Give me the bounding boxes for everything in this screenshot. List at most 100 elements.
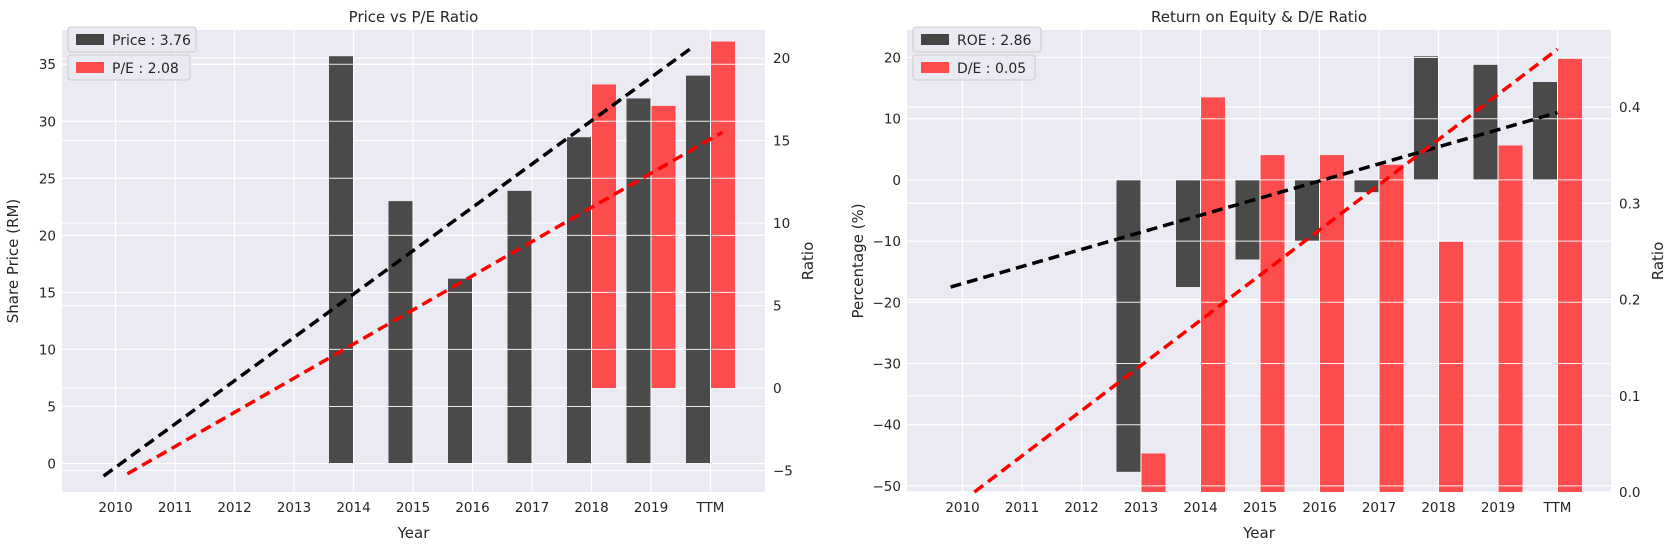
y-tick-label: −40 [873,418,902,434]
y2-tick-label: 0.2 [1619,293,1640,309]
x-tick-label: TTM [696,500,725,516]
y-tick-label: −30 [873,356,902,372]
y-tick-label: 25 [39,171,56,187]
x-tick-label: 2012 [1064,500,1098,516]
legend-swatch [76,34,104,45]
y-tick-label: 35 [39,57,56,73]
bar-2019-left [626,98,651,464]
y2-tick-label: 0.0 [1619,485,1640,501]
bar-2014-left [329,56,353,464]
y2-tick-label: −5 [773,464,793,480]
x-tick-label: 2015 [1243,500,1277,516]
x-tick-label: 2017 [1362,500,1396,516]
y-tick-label: 20 [884,51,901,67]
bar-2016-left [448,278,472,464]
legend-swatch [921,62,949,73]
bar-2017-left [507,190,532,464]
bar-2019-left [1473,64,1498,180]
bar-TTM-left [686,75,710,464]
legend-label: ROE : 2.86 [957,33,1031,49]
y-axis-label: Share Price (RM) [4,199,22,323]
bar-2016-left [1295,179,1319,242]
x-tick-label: 2015 [396,500,430,516]
x-tick-label: 2013 [1124,500,1158,516]
x-tick-label: 2016 [1302,500,1336,516]
legend-swatch [921,34,949,45]
bar-2018-left [1414,56,1438,180]
x-tick-label: 2016 [455,500,489,516]
chart-title: Price vs P/E Ratio [349,8,479,26]
bar-2014-left [1176,179,1200,288]
trendline-black [102,45,694,478]
bar-2016-right [1320,155,1344,492]
y-tick-label: −20 [873,295,902,311]
bar-2015-left [388,201,413,464]
y-tick-label: −50 [873,479,902,495]
x-tick-label: TTM [1543,500,1572,516]
y-tick-label: 30 [39,114,56,130]
bar-TTM-left [1533,82,1557,180]
chart-panel-2: 2010 2011 2012 2013 2014 2015 2016 2017 2018 2019… [849,8,1667,542]
y2-tick-label: 15 [773,134,790,150]
y2-tick-label: 0 [773,381,782,397]
bar-2018-right [592,84,616,389]
legend-swatch [76,62,104,73]
y-tick-label: 20 [39,228,56,244]
bar-2018-right [1439,241,1463,492]
bar-2015-right [1260,155,1285,492]
y2-tick-label: 0.4 [1619,100,1640,116]
x-tick-label: 2011 [158,500,192,516]
legend-label: D/E : 0.05 [957,61,1026,77]
x-tick-label: 2018 [1421,500,1455,516]
bar-TTM-right [711,41,735,389]
legend-label: Price : 3.76 [112,33,191,49]
y-tick-label: 10 [884,112,901,128]
y2-tick-label: 5 [773,299,782,315]
y-tick-label: 15 [39,285,56,301]
chart-title: Return on Equity & D/E Ratio [1151,8,1367,26]
bar-2019-right [1498,145,1523,492]
trendline-red [126,130,724,476]
bar-2013-left [1116,179,1141,472]
x-tick-label: 2014 [1183,500,1217,516]
x-tick-label: 2014 [336,500,370,516]
legend-box [912,26,1042,53]
y-tick-label: −10 [873,234,902,250]
bar-2018-left [567,137,591,464]
x-tick-label: 2013 [277,500,311,516]
x-tick-label: 2012 [217,500,251,516]
legend-label: P/E : 2.08 [112,61,179,77]
legend-box [67,54,191,81]
bar-2017-right [1379,164,1404,492]
y-tick-label: 0 [47,456,56,472]
bar-2015-left [1235,179,1260,260]
x-tick-label: 2018 [574,500,608,516]
x-tick-label: 2019 [634,500,668,516]
trendline-black [950,110,1558,289]
y2-tick-label: 0.3 [1619,196,1640,212]
x-tick-label: 2017 [515,500,549,516]
bar-TTM-right [1558,58,1582,492]
y-tick-label: 5 [47,399,56,415]
y2-tick-label: 20 [773,51,790,67]
y2-axis-label: Ratio [799,242,817,281]
y-tick-label: 10 [39,342,56,358]
y2-axis-label: Ratio [1649,242,1667,281]
x-tick-label: 2010 [98,500,132,516]
x-axis-label: Year [397,524,431,542]
x-axis-label: Year [1242,524,1276,542]
legend-box [67,26,197,53]
y-tick-label: 0 [892,173,901,189]
chart-panel-1: 2010 2011 2012 2013 2014 2015 2016 2017 2018 2019… [4,8,817,542]
x-tick-label: 2019 [1481,500,1515,516]
legend-box [912,54,1036,81]
trendline-red [973,47,1559,494]
x-tick-label: 2011 [1005,500,1039,516]
x-tick-label: 2010 [945,500,979,516]
y-axis-label: Percentage (%) [849,203,867,318]
y2-tick-label: 0.1 [1619,389,1640,405]
bar-2019-right [651,105,676,389]
y2-tick-label: 10 [773,216,790,232]
